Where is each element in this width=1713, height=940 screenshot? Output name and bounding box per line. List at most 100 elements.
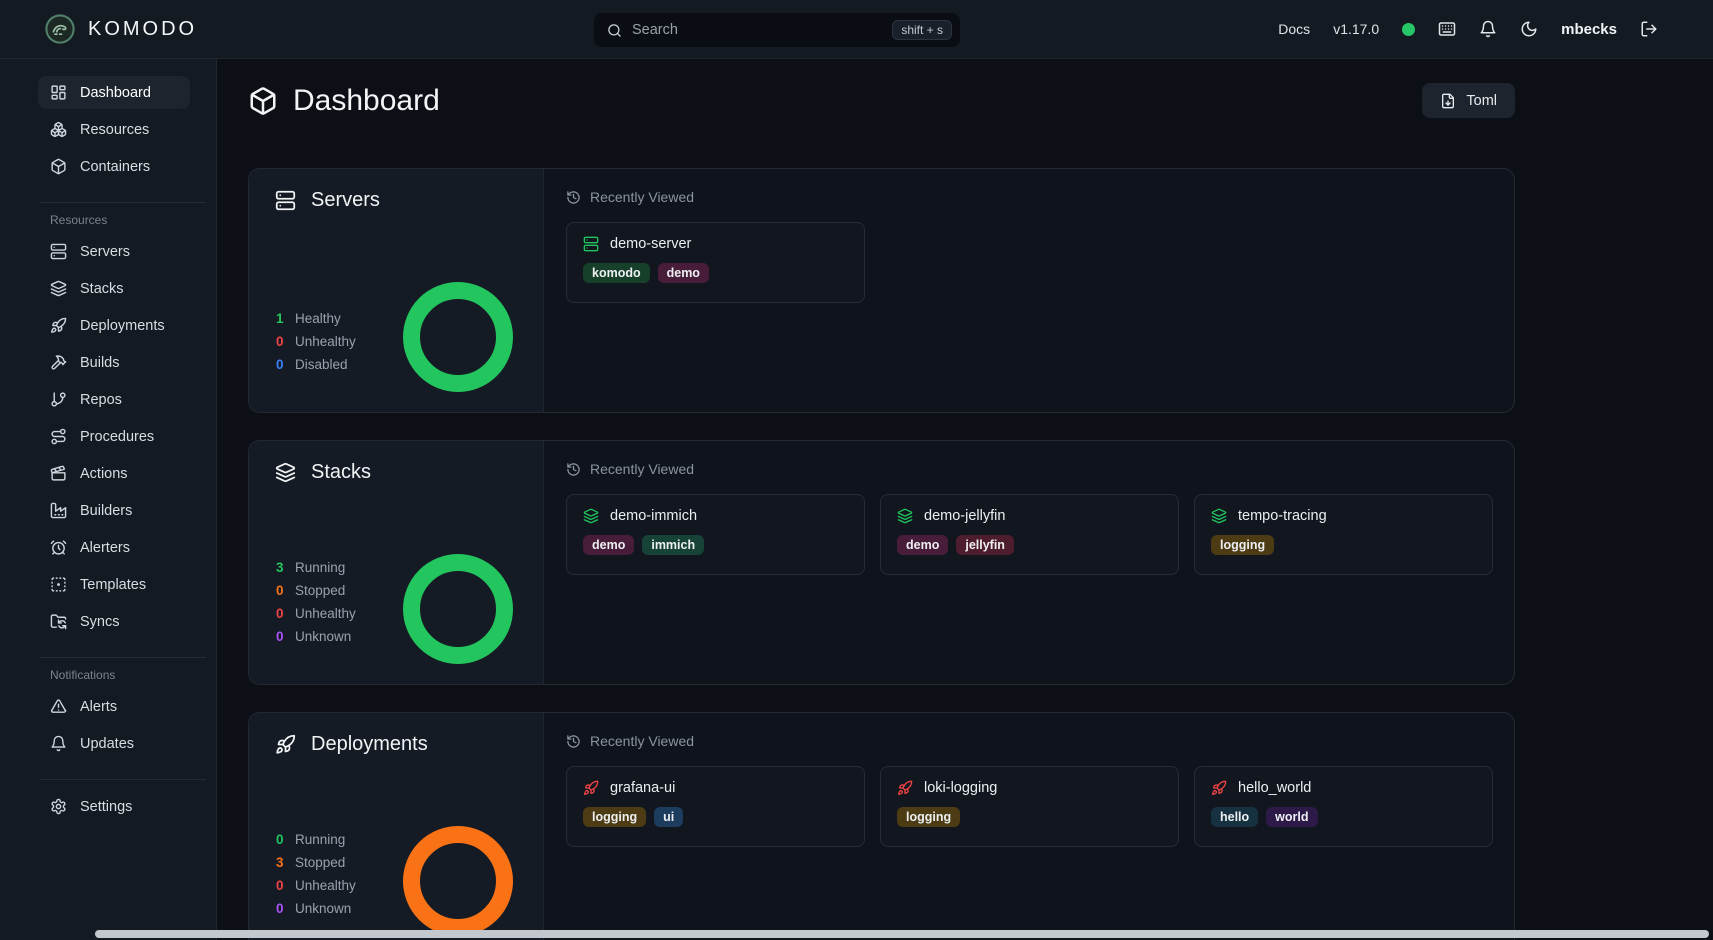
triangle-alert-icon	[50, 698, 67, 715]
sidebar-item-dashboard[interactable]: Dashboard	[38, 76, 190, 109]
sidebar-item-alerters[interactable]: Alerters	[38, 531, 190, 564]
user-menu[interactable]: mbecks	[1561, 20, 1617, 38]
tag-immich[interactable]: immich	[642, 535, 705, 555]
docs-link[interactable]: Docs	[1278, 21, 1311, 37]
stat-label: Unknown	[295, 629, 352, 644]
servers-panel-title[interactable]: Servers	[249, 169, 543, 212]
tag-world[interactable]: world	[1266, 807, 1318, 827]
tag-demo[interactable]: demo	[657, 263, 709, 283]
tag-logging[interactable]: logging	[1211, 535, 1275, 555]
sidebar-item-alerts[interactable]: Alerts	[38, 690, 190, 723]
alarm-clock-icon	[50, 539, 67, 556]
resource-card-demo-immich[interactable]: demo-immich demo immich	[566, 494, 865, 575]
sidebar-item-label: Procedures	[80, 428, 155, 445]
panel-title-text: Deployments	[311, 733, 428, 755]
layers-icon	[583, 508, 599, 524]
stat-label: Stopped	[295, 855, 346, 870]
layers-icon	[50, 280, 67, 297]
horizontal-scrollbar[interactable]	[95, 930, 1709, 938]
sidebar-item-label: Templates	[80, 576, 147, 593]
sidebar-item-label: Updates	[80, 735, 135, 752]
toml-button[interactable]: Toml	[1422, 83, 1515, 118]
sidebar-item-stacks[interactable]: Stacks	[38, 272, 190, 305]
resource-name: demo-server	[610, 236, 692, 252]
sidebar-item-syncs[interactable]: Syncs	[38, 605, 190, 638]
page-title-text: Dashboard	[293, 83, 440, 117]
stat-label: Unhealthy	[295, 878, 356, 893]
sidebar-item-deployments[interactable]: Deployments	[38, 309, 190, 342]
tag-logging[interactable]: logging	[583, 807, 647, 827]
resource-card-loki-logging[interactable]: loki-logging logging	[880, 766, 1179, 847]
sidebar-section-resources: Resources	[50, 213, 108, 227]
recently-viewed-label: Recently Viewed	[566, 461, 1493, 477]
stat-value: 0	[276, 357, 284, 372]
sidebar-item-label: Builds	[80, 354, 120, 371]
keyboard-icon	[1438, 20, 1456, 38]
server-icon	[50, 243, 67, 260]
tag-demo[interactable]: demo	[897, 535, 949, 555]
file-down-icon	[1440, 93, 1456, 109]
sidebar-item-repos[interactable]: Repos	[38, 383, 190, 416]
notifications-button[interactable]	[1479, 20, 1497, 38]
stat-label: Unhealthy	[295, 606, 356, 621]
sidebar-item-actions[interactable]: Actions	[38, 457, 190, 490]
resource-name: grafana-ui	[610, 780, 676, 796]
resource-card-grafana-ui[interactable]: grafana-ui logging ui	[566, 766, 865, 847]
stat-label: Disabled	[295, 357, 348, 372]
layers-icon	[275, 462, 296, 483]
stacks-panel: Stacks 3 Running 0 Stopped 0	[248, 440, 1515, 685]
deployments-panel-title[interactable]: Deployments	[249, 713, 543, 756]
sidebar-item-resources[interactable]: Resources	[38, 113, 190, 146]
stat-row: 0 Running	[276, 828, 356, 851]
sidebar-item-templates[interactable]: Templates	[38, 568, 190, 601]
sidebar-item-builders[interactable]: Builders	[38, 494, 190, 527]
sidebar-item-label: Alerters	[80, 539, 130, 556]
sidebar-item-settings[interactable]: Settings	[38, 790, 190, 823]
tag-demo[interactable]: demo	[583, 535, 635, 555]
history-icon	[566, 734, 581, 749]
recently-viewed-text: Recently Viewed	[590, 733, 695, 749]
layers-icon	[1211, 508, 1227, 524]
box-select-icon	[50, 576, 67, 593]
sidebar-item-containers[interactable]: Containers	[38, 150, 190, 183]
resource-card-hello-world[interactable]: hello_world hello world	[1194, 766, 1493, 847]
sidebar-item-label: Actions	[80, 465, 128, 482]
deployments-recently-viewed: Recently Viewed grafana-ui logging ui	[544, 713, 1514, 940]
dashboard-icon	[50, 84, 67, 101]
resource-card-tempo-tracing[interactable]: tempo-tracing logging	[1194, 494, 1493, 575]
history-icon	[566, 462, 581, 477]
sidebar-divider	[39, 202, 206, 203]
tag-ui[interactable]: ui	[654, 807, 684, 827]
status-dot[interactable]	[1402, 22, 1416, 36]
logout-button[interactable]	[1640, 20, 1658, 38]
version-link[interactable]: v1.17.0	[1333, 21, 1380, 37]
sidebar-item-updates[interactable]: Updates	[38, 727, 190, 760]
stat-row: 3 Stopped	[276, 851, 356, 874]
folder-sync-icon	[50, 613, 67, 630]
sidebar-item-label: Repos	[80, 391, 122, 408]
search-input[interactable]: Search shift + s	[594, 13, 960, 47]
tag-logging[interactable]: logging	[897, 807, 961, 827]
tag-hello[interactable]: hello	[1211, 807, 1259, 827]
sidebar-item-builds[interactable]: Builds	[38, 346, 190, 379]
resource-card-demo-jellyfin[interactable]: demo-jellyfin demo jellyfin	[880, 494, 1179, 575]
stat-row: 0 Disabled	[276, 353, 356, 376]
resource-card-demo-server[interactable]: demo-server komodo demo	[566, 222, 865, 303]
resource-name: demo-jellyfin	[924, 508, 1006, 524]
box-icon	[50, 158, 67, 175]
deployments-stats: 0 Running 3 Stopped 0 Unhealthy 0	[276, 828, 356, 920]
stat-value: 0	[276, 583, 284, 598]
stat-label: Stopped	[295, 583, 346, 598]
search-shortcut-badge: shift + s	[892, 20, 952, 40]
sidebar-item-procedures[interactable]: Procedures	[38, 420, 190, 453]
brand-logo[interactable]: KOMODO	[45, 14, 197, 44]
stacks-panel-title[interactable]: Stacks	[249, 441, 543, 484]
sidebar-item-servers[interactable]: Servers	[38, 235, 190, 268]
tag-komodo[interactable]: komodo	[583, 263, 650, 283]
tag-jellyfin[interactable]: jellyfin	[956, 535, 1014, 555]
stat-label: Healthy	[295, 311, 341, 326]
theme-toggle-button[interactable]	[1520, 20, 1538, 38]
keyboard-shortcuts-button[interactable]	[1438, 20, 1456, 38]
resource-name: hello_world	[1238, 780, 1312, 796]
sidebar-item-label: Syncs	[80, 613, 120, 630]
